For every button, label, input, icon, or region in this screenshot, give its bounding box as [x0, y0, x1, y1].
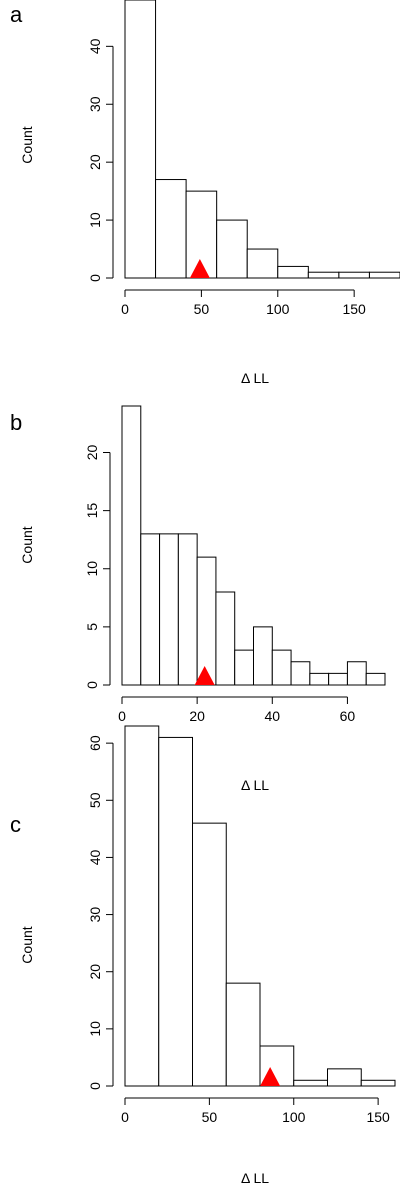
y-tick-label: 40	[87, 38, 103, 54]
observed-value-marker	[260, 1067, 281, 1086]
y-axis-label: Count	[19, 926, 35, 963]
y-tick-label: 15	[84, 503, 100, 519]
x-tick-label: 0	[118, 708, 126, 724]
histogram-bar	[177, 533, 198, 686]
y-tick-label: 30	[87, 96, 103, 112]
histogram-bar	[216, 219, 248, 279]
histogram-bar	[290, 661, 311, 686]
histogram-bar	[368, 271, 400, 279]
y-tick-label: 0	[87, 1082, 103, 1090]
histogram-bar	[140, 533, 161, 686]
x-tick-label: 0	[121, 1109, 129, 1125]
x-axis-label: Δ LL	[241, 777, 269, 793]
x-tick-label: 100	[266, 301, 290, 317]
histogram-bar	[158, 736, 193, 1087]
histogram-bar	[365, 672, 386, 686]
x-tick-label: 150	[342, 301, 366, 317]
histogram-bar	[307, 271, 340, 279]
panel-label: c	[10, 812, 21, 837]
y-tick-label: 20	[87, 154, 103, 170]
y-tick-label: 20	[84, 445, 100, 461]
histogram-bar	[121, 405, 142, 686]
histogram-bar	[159, 533, 179, 686]
histogram-bar	[215, 591, 236, 686]
histogram-bar	[253, 626, 273, 686]
x-tick-label: 0	[121, 301, 129, 317]
y-tick-label: 5	[84, 623, 100, 631]
y-tick-label: 30	[87, 907, 103, 923]
histogram-bar	[124, 0, 157, 279]
x-tick-label: 40	[264, 708, 280, 724]
histogram-bar	[309, 672, 330, 686]
y-tick-label: 10	[87, 212, 103, 228]
histogram-bar	[124, 725, 160, 1087]
histogram-bar	[225, 982, 261, 1087]
observed-value-marker	[189, 259, 210, 278]
histogram-bar	[246, 248, 279, 279]
observed-value-marker	[194, 666, 215, 685]
x-axis-label: Δ LL	[241, 1170, 269, 1186]
histogram-bar	[277, 265, 309, 279]
histogram-bar	[196, 556, 217, 686]
y-tick-label: 10	[84, 561, 100, 577]
y-tick-label: 0	[87, 274, 103, 282]
histogram-bar	[192, 822, 227, 1087]
panel-label: b	[10, 410, 22, 435]
y-tick-label: 0	[84, 681, 100, 689]
y-tick-label: 10	[87, 1021, 103, 1037]
histogram-bar	[271, 649, 292, 686]
histogram-bar	[234, 649, 254, 686]
y-tick-label: 50	[87, 792, 103, 808]
y-tick-label: 20	[87, 964, 103, 980]
histogram-bar	[328, 672, 348, 686]
x-tick-label: 100	[282, 1109, 306, 1125]
histogram-panel-c: c 0 50 100 150 0 10 20 30 40 50 60 Δ LL Count	[10, 725, 396, 1186]
histogram-bar	[360, 1079, 396, 1087]
y-tick-label: 60	[87, 735, 103, 751]
histogram-bar	[155, 179, 187, 279]
histogram-bar	[293, 1079, 328, 1087]
histogram-bar	[327, 1068, 362, 1087]
histogram-panel-a: a 0 50 100 150 0 10 20 30 40 Δ LL Count	[10, 0, 400, 386]
y-axis-label: Count	[19, 526, 35, 563]
histogram-panel-b: b 0 20 40 60 0 5 10 15 20 Δ LL Count	[10, 405, 386, 793]
y-axis-label: Count	[19, 126, 35, 163]
histogram-bar	[338, 271, 370, 279]
y-tick-label: 40	[87, 849, 103, 865]
panel-label: a	[10, 2, 23, 27]
x-axis-label: Δ LL	[241, 370, 269, 386]
histogram-bar	[346, 661, 367, 686]
x-tick-label: 50	[194, 301, 210, 317]
x-tick-label: 150	[366, 1109, 390, 1125]
x-tick-label: 60	[340, 708, 356, 724]
x-tick-label: 20	[189, 708, 205, 724]
x-tick-label: 50	[202, 1109, 218, 1125]
